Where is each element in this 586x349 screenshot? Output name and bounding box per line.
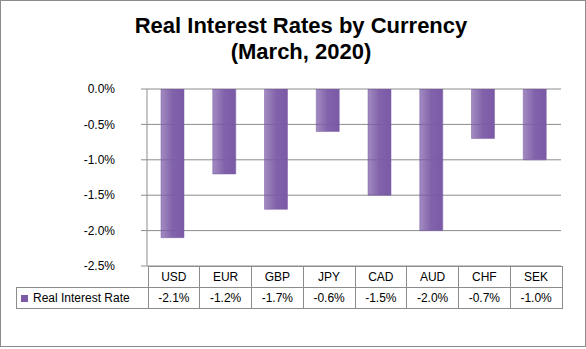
svg-text:0.0%: 0.0% (88, 82, 116, 96)
svg-text:-1.5%: -1.5% (84, 188, 116, 202)
html-text:JPY: JPY (318, 270, 341, 284)
html-text:EUR: EUR (213, 270, 239, 284)
html-text:-1.2%: -1.2% (209, 291, 242, 305)
html-text:-0.6%: -0.6% (313, 291, 345, 305)
html-text:Real Interest Rate: Real Interest Rate (33, 291, 130, 305)
html-text:-1.0%: -1.0% (520, 291, 552, 305)
svg-text:-2.0%: -2.0% (84, 224, 116, 238)
html-text:-2.0%: -2.0% (416, 291, 449, 305)
html-text:-2.1%: -2.1% (158, 291, 190, 305)
html-text:CHF: CHF (472, 270, 497, 284)
svg-text:-0.5%: -0.5% (84, 118, 116, 132)
html-text:-1.5%: -1.5% (365, 291, 397, 305)
html-text:GBP: GBP (264, 270, 290, 284)
html-text:-1.7%: -1.7% (261, 291, 293, 305)
svg-text:-1.0%: -1.0% (84, 153, 116, 167)
html-text:SEK: SEK (524, 270, 549, 284)
html-text:-0.7%: -0.7% (468, 291, 500, 305)
html-text:USD: USD (161, 270, 187, 284)
html-text:CAD: CAD (368, 270, 394, 284)
svg-text:-2.5%: -2.5% (84, 259, 116, 273)
html-text:AUD: AUD (420, 270, 446, 284)
html-text:Real Interest Rates by Currenc: Real Interest Rates by Currency (March, … (134, 13, 468, 64)
